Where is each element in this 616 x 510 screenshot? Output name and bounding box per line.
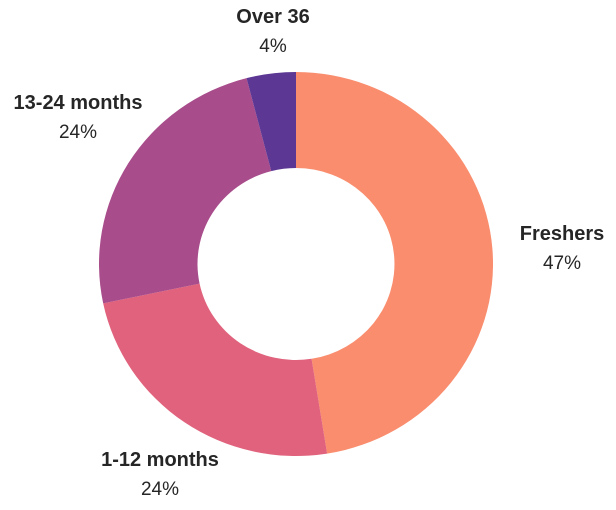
slice-label-name: Freshers [519,223,605,245]
slice-label-percent: 24% [58,122,98,143]
slice-label-1-12-months: 1-12 months 24% [101,446,219,504]
slice-label-percent: 4% [259,36,287,57]
slice-label-freshers: Freshers 47% [520,220,605,278]
donut-slice-over-36[interactable] [246,72,296,172]
slice-label-13-24-months: 13-24 months 24% [14,89,143,147]
slice-label-over-36: Over 36 4% [236,3,309,61]
donut-slice-1-12-months[interactable] [103,283,328,457]
slice-label-percent: 47% [542,253,582,274]
slice-label-name: 1-12 months [101,449,219,471]
slice-label-percent: 24% [140,479,180,500]
slice-label-name: Over 36 [236,6,310,28]
donut-slice-13-24-months[interactable] [99,78,272,304]
slice-label-name: 13-24 months [13,92,143,114]
donut-slice-freshers[interactable] [296,72,494,454]
